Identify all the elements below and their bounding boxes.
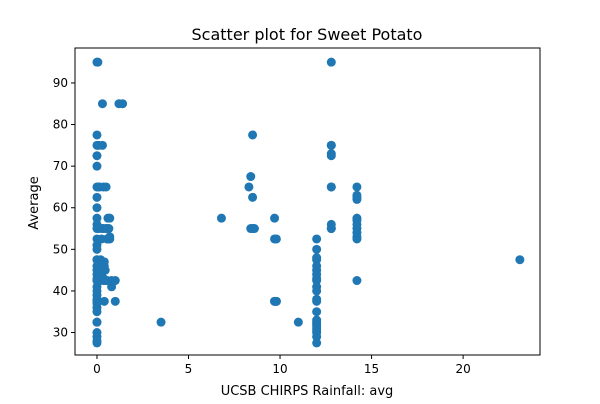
scatter-point [244,182,254,192]
scatter-point [312,296,322,306]
x-tick-label: 10 [272,362,287,376]
scatter-point [156,317,166,327]
scatter-point [326,149,336,159]
y-tick-label: 40 [53,284,68,298]
scatter-point [101,182,111,192]
scatter-point [93,57,103,67]
scatter-point [312,269,322,279]
x-tick-label: 20 [455,362,470,376]
scatter-point [246,172,256,182]
scatter-point [326,219,336,229]
scatter-point [352,182,362,192]
scatter-point [110,276,120,286]
scatter-point [352,228,362,238]
scatter-point [312,253,322,263]
scatter-point [216,213,226,223]
scatter-point [92,317,102,327]
scatter-point [312,276,322,286]
scatter-point [92,161,102,171]
scatter-point [105,234,115,244]
scatter-point [293,317,303,327]
scatter-point [326,182,336,192]
plot-area-frame [74,47,541,356]
scatter-point [97,99,107,109]
scatter-point [248,192,258,202]
scatter-point [270,213,280,223]
scatter-point [110,296,120,306]
scatter-point [326,140,336,150]
scatter-point [92,244,102,254]
scatter-point [97,140,107,150]
scatter-point [92,203,102,213]
scatter-point [515,255,525,265]
scatter-point [249,224,259,234]
scatter-point [312,286,322,296]
x-tick-label: 15 [364,362,379,376]
x-axis: 0 5 10 15 20 [93,355,471,376]
scatter-point [92,213,102,223]
y-tick-label: 70 [53,159,68,173]
chart-title: Scatter plot for Sweet Potato [192,25,423,44]
scatter-point [92,336,102,346]
scatter-point [352,276,362,286]
scatter-point [92,192,102,202]
scatter-point [312,315,322,325]
y-tick-label: 60 [53,201,68,215]
scatter-point [312,261,322,271]
y-axis: 30 40 50 60 70 80 90 [53,76,75,340]
scatter-point [271,234,281,244]
scatter-point [248,130,258,140]
scatter-point [92,130,102,140]
scatter-point [104,224,114,234]
y-tick-label: 50 [53,242,68,256]
y-tick-label: 30 [53,326,68,340]
scatter-point [99,296,109,306]
y-tick-label: 90 [53,76,68,90]
x-tick-label: 0 [93,362,101,376]
scatter-point [352,190,362,200]
scatter-point [312,234,322,244]
scatter-point [312,321,322,331]
x-tick-label: 5 [185,362,193,376]
scatter-point [100,265,110,275]
scatter-point [352,234,362,244]
scatter-point [312,244,322,254]
scatter-point [92,151,102,161]
scatter-point [352,219,362,229]
scatter-point [118,99,128,109]
y-axis-label: Average [27,176,42,229]
y-tick-label: 80 [53,118,68,132]
scatter-point [312,338,322,348]
scatter-point [326,57,336,67]
points-layer [92,57,525,348]
scatter-point [312,307,322,317]
scatter-point [92,307,102,317]
scatter-point [105,213,115,223]
scatter-point [312,332,322,342]
x-axis-label: UCSB CHIRPS Rainfall: avg [221,384,394,399]
scatter-point [271,296,281,306]
